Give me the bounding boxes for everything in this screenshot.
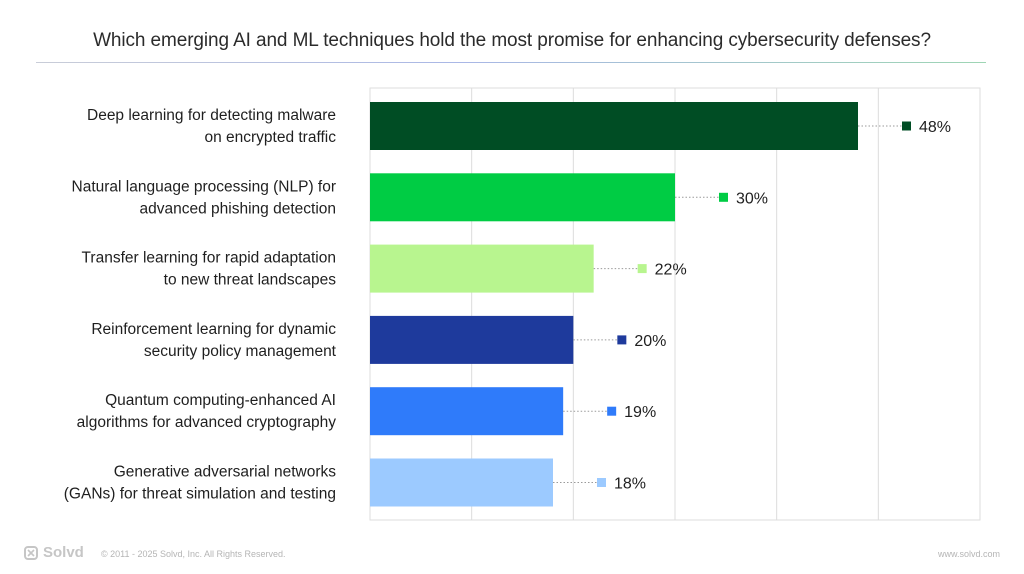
website-link[interactable]: www.solvd.com — [937, 549, 1000, 559]
brand-name: Solvd — [43, 544, 84, 561]
category-label: Reinforcement learning for dynamic — [91, 321, 336, 338]
value-label: 48% — [919, 119, 951, 136]
value-label: 22% — [655, 262, 687, 279]
value-marker — [902, 121, 911, 131]
gridlines — [369, 87, 981, 521]
value-label: 30% — [736, 190, 768, 207]
category-label: security policy management — [144, 343, 337, 360]
bar — [370, 244, 594, 293]
category-label: Quantum computing-enhanced AI — [105, 392, 336, 409]
bar — [370, 315, 574, 364]
value-marker — [719, 192, 728, 202]
title-divider — [36, 62, 986, 63]
category-labels: Deep learning for detecting malware on en… — [64, 107, 337, 503]
value-label: 18% — [614, 476, 646, 493]
bars: 48% 30% 22% 20% 19% 18% — [370, 102, 951, 507]
category-label: Transfer learning for rapid adaptation — [82, 250, 336, 267]
category-label: algorithms for advanced cryptography — [77, 414, 337, 431]
brand-logo: Solvd — [24, 544, 84, 561]
solvd-logo-icon — [24, 545, 38, 560]
value-marker — [637, 264, 647, 274]
chart-title: Which emerging AI and ML techniques hold… — [93, 30, 931, 51]
value-marker — [617, 335, 627, 345]
category-label: (GANs) for threat simulation and testing — [64, 486, 336, 503]
bar — [370, 173, 675, 222]
category-label: advanced phishing detection — [140, 200, 336, 217]
bar — [370, 458, 553, 507]
bar — [370, 387, 564, 436]
category-label: to new threat landscapes — [164, 272, 337, 289]
value-marker — [597, 478, 606, 487]
bar — [370, 102, 858, 150]
category-label: on encrypted traffic — [204, 129, 336, 146]
category-label: Natural language processing (NLP) for — [72, 178, 337, 195]
value-label: 19% — [624, 404, 656, 421]
value-label: 20% — [634, 333, 666, 350]
footer: Solvd © 2011 - 2025 Solvd, Inc. All Righ… — [0, 544, 1024, 563]
value-marker — [607, 406, 617, 416]
category-label: Generative adversarial networks — [114, 464, 337, 481]
category-label: Deep learning for detecting malware — [87, 107, 336, 124]
copyright-text: © 2011 - 2025 Solvd, Inc. All Rights Res… — [101, 549, 286, 559]
